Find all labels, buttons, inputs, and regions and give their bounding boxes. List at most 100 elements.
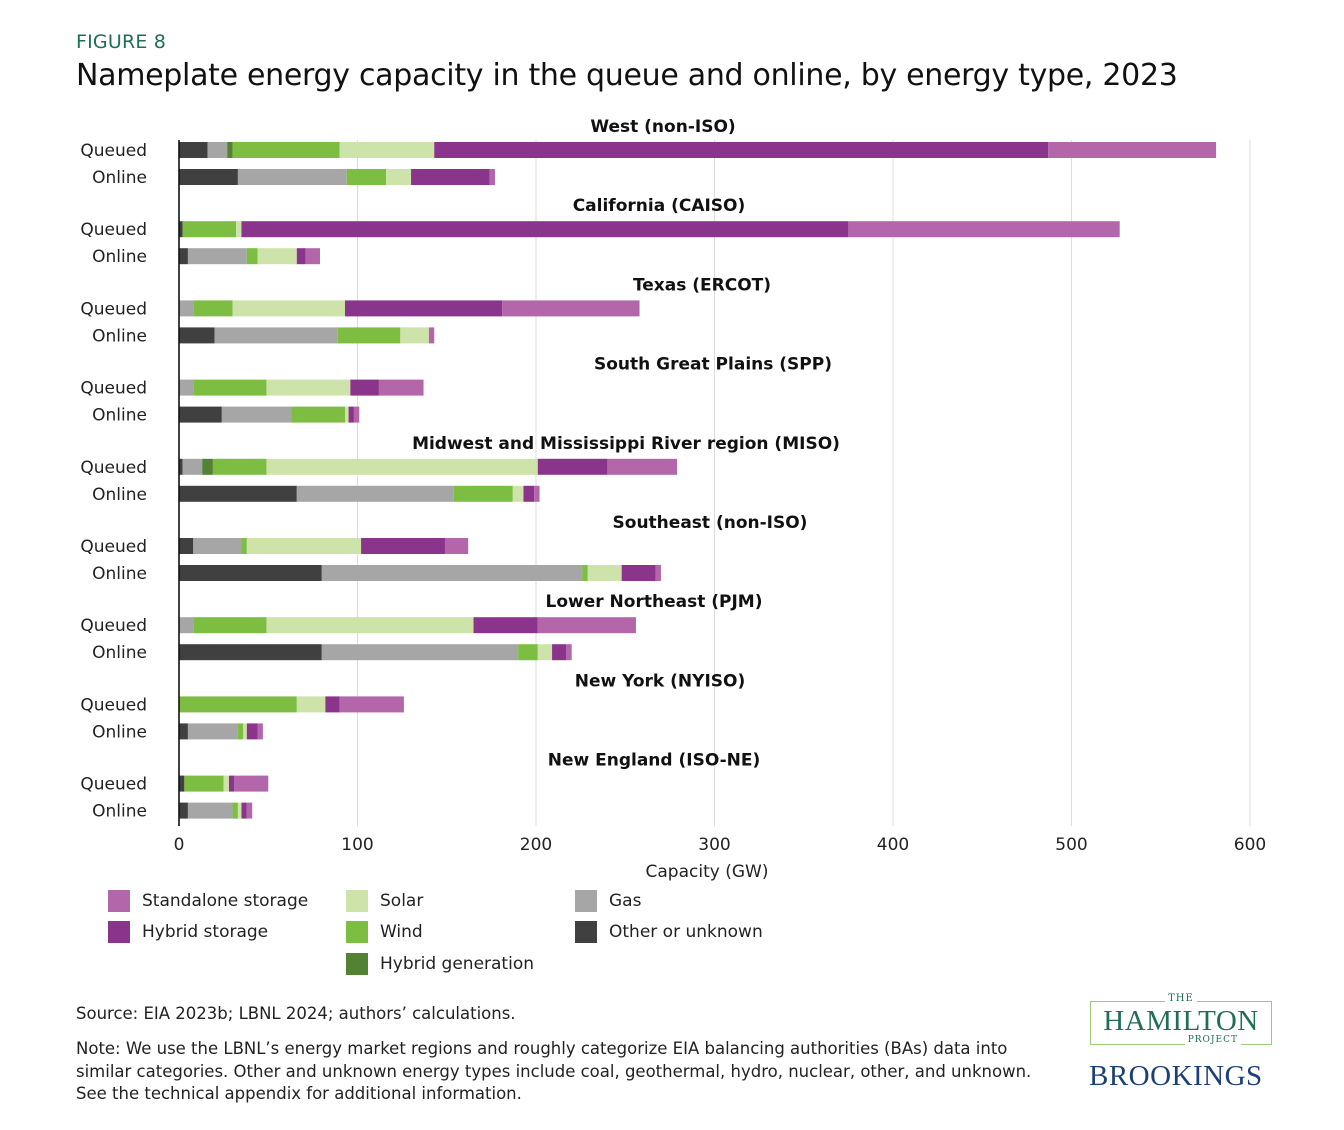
region-title: New England (ISO-NE) — [548, 751, 761, 771]
bar-segment-wind — [582, 565, 588, 581]
bar-segment-wind — [212, 458, 267, 475]
bar-segment-wind — [337, 327, 401, 344]
row-label-queued: Queued — [80, 537, 147, 557]
bar-segment-solar — [246, 538, 362, 554]
bar-segment-other — [179, 221, 183, 238]
bar-segment-standalone-storage — [428, 327, 435, 344]
row-label-online: Online — [92, 485, 147, 505]
bar-segment-hybrid-storage — [473, 617, 538, 634]
x-axis-label: Capacity (GW) — [646, 862, 769, 882]
legend-item-standalone-storage: Standalone storage — [108, 890, 308, 912]
row-label-queued: Queued — [80, 695, 147, 715]
x-tick-label: 500 — [1055, 835, 1087, 855]
bar-segment-standalone-storage — [246, 802, 253, 819]
bar-segment-standalone-storage — [502, 300, 640, 317]
bar-segment-wind — [241, 538, 247, 554]
bar-segment-hybrid-storage — [325, 696, 340, 713]
bar-segment-hybrid-storage — [361, 538, 445, 554]
bar-segment-standalone-storage — [234, 775, 269, 792]
row-label-queued: Queued — [80, 299, 147, 319]
legend-item-solar: Solar — [346, 890, 423, 912]
region-title: West (non-ISO) — [590, 117, 735, 137]
bar-segment-standalone-storage — [353, 406, 360, 423]
bar-segment-hybrid-storage — [523, 485, 535, 502]
legend-label: Hybrid generation — [380, 954, 534, 974]
region-title: Midwest and Mississippi River region (MI… — [412, 434, 840, 454]
bar-segment-standalone-storage — [257, 723, 263, 740]
bar-segment-hybrid-storage — [537, 458, 608, 475]
bar-segment-hybrid-storage — [621, 565, 656, 581]
bar-segment-gas — [321, 644, 519, 661]
legend-label: Wind — [380, 922, 423, 942]
note-text: Note: We use the LBNL’s energy market re… — [76, 1039, 1032, 1103]
bar-segment-gas — [179, 300, 194, 317]
bar-segment-standalone-storage — [848, 221, 1120, 238]
bar-segment-standalone-storage — [607, 458, 678, 475]
bar-segment-hybrid-storage — [434, 142, 1049, 158]
bar-segment-hybrid-storage — [350, 379, 379, 396]
row-label-online: Online — [92, 722, 147, 742]
legend-swatch — [346, 890, 368, 912]
bar-segment-other — [179, 565, 322, 581]
bar-segment-other — [179, 458, 183, 475]
hamilton-name: HAMILTON — [1103, 1005, 1259, 1037]
bar-segment-hybrid-storage — [411, 169, 490, 185]
legend-item-other-or-unknown: Other or unknown — [575, 921, 763, 943]
legend-swatch — [108, 921, 130, 943]
row-label-online: Online — [92, 326, 147, 346]
legend-swatch — [575, 921, 597, 943]
legend-item-hybrid-storage: Hybrid storage — [108, 921, 268, 943]
bar-segment-wind — [232, 802, 238, 819]
bar-segment-hybrid-storage — [241, 802, 247, 819]
row-label-queued: Queued — [80, 220, 147, 240]
bar-segment-hybrid-storage — [228, 775, 235, 792]
bar-segment-gas — [179, 617, 194, 634]
chart-title: Nameplate energy capacity in the queue a… — [76, 58, 1178, 93]
bar-segment-wind — [453, 485, 513, 502]
bar-segment-hybrid-generation — [202, 458, 213, 475]
bar-segment-gas — [221, 406, 292, 423]
bar-segment-solar — [237, 802, 242, 819]
hamilton-project-logo: THE HAMILTON PROJECT — [1090, 993, 1272, 1045]
bar-segment-solar — [236, 221, 242, 238]
row-label-queued: Queued — [80, 141, 147, 161]
bar-segment-standalone-storage — [489, 169, 495, 185]
bar-segment-solar — [339, 142, 435, 158]
row-label-online: Online — [92, 802, 147, 822]
x-tick-label: 600 — [1234, 835, 1266, 855]
region-title: Lower Northeast (PJM) — [546, 592, 763, 612]
legend-swatch — [108, 890, 130, 912]
legend: Standalone storage Hybrid storage Solar … — [108, 890, 828, 985]
legend-swatch — [575, 890, 597, 912]
legend-label: Hybrid storage — [142, 922, 269, 942]
bar-segment-standalone-storage — [378, 379, 424, 396]
bar-segment-hybrid-storage — [241, 221, 849, 238]
bar-segment-solar — [266, 617, 474, 634]
bar-segment-wind — [179, 696, 297, 713]
bar-segment-wind — [193, 379, 267, 396]
region-title: New York (NYISO) — [575, 671, 746, 691]
bar-segment-standalone-storage — [305, 248, 321, 265]
legend-swatch — [346, 953, 368, 975]
bar-segment-solar — [587, 565, 622, 581]
region-title: Southeast (non-ISO) — [613, 513, 808, 533]
bar-segment-solar — [223, 775, 229, 792]
bar-segment-standalone-storage — [534, 485, 540, 502]
bar-segment-gas — [182, 458, 203, 475]
bar-segment-solar — [400, 327, 429, 344]
row-label-online: Online — [92, 564, 147, 584]
row-label-queued: Queued — [80, 458, 147, 478]
bar-segment-wind — [246, 248, 258, 265]
bar-segment-standalone-storage — [1048, 142, 1217, 158]
bar-segment-solar — [345, 406, 349, 423]
bar-segment-solar — [537, 644, 553, 661]
bar-segment-wind — [237, 723, 244, 740]
hamilton-project: PROJECT — [1184, 1035, 1241, 1045]
legend-label: Other or unknown — [609, 922, 763, 942]
bar-segment-solar — [243, 723, 247, 740]
bar-segment-gas — [187, 723, 238, 740]
bar-segment-wind — [518, 644, 538, 661]
source-text: Source: EIA 2023b; LBNL 2024; authors’ c… — [76, 1004, 516, 1023]
row-label-queued: Queued — [80, 775, 147, 795]
x-tick-label: 0 — [174, 835, 185, 855]
